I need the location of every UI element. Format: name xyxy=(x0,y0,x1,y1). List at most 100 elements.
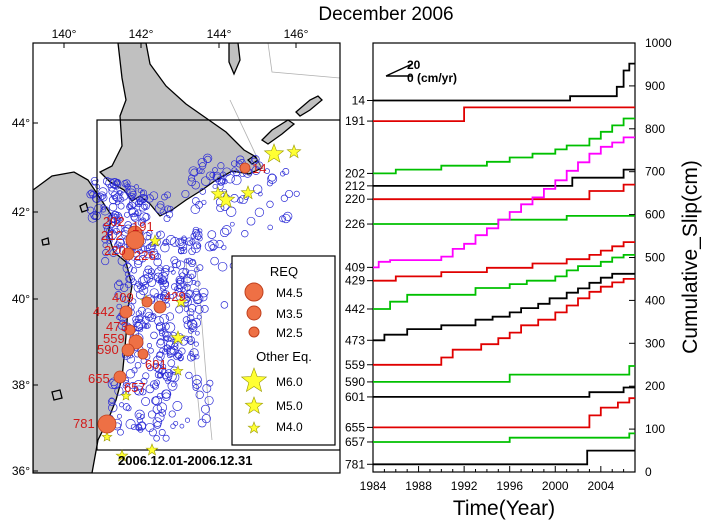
seismicity-circle xyxy=(183,306,190,312)
seismicity-circle xyxy=(229,221,235,227)
seismicity-circle xyxy=(115,238,126,249)
seismicity-circle xyxy=(146,230,153,237)
map-lon-label: 146° xyxy=(284,27,309,41)
seismicity-circle xyxy=(159,313,170,324)
seismicity-circle xyxy=(137,284,142,290)
seismicity-circle xyxy=(193,288,200,295)
seismicity-circle xyxy=(106,234,114,242)
y-tick-label: 100 xyxy=(645,422,665,436)
seismicity-circle xyxy=(125,275,133,283)
seismicity-circle xyxy=(195,390,204,399)
seismicity-circle xyxy=(97,191,107,200)
kuril-island xyxy=(260,119,296,145)
map-sequence-label: 14 xyxy=(252,161,266,176)
seismicity-circle xyxy=(179,423,185,429)
seismicity-circle xyxy=(158,429,166,436)
seismicity-circle xyxy=(171,258,181,269)
seismicity-circle xyxy=(141,397,151,406)
seismicity-circle xyxy=(216,203,225,213)
other-eq-star xyxy=(145,443,159,456)
series-label: 14 xyxy=(352,93,366,107)
seismicity-circle xyxy=(100,205,110,216)
seismicity-circle xyxy=(152,417,163,427)
seismicity-circle xyxy=(116,238,125,247)
seismicity-circle xyxy=(180,247,188,254)
y-tick-label: 700 xyxy=(645,165,665,179)
seismicity-circle xyxy=(148,428,157,437)
seismicity-circle xyxy=(98,187,108,197)
seismicity-circle xyxy=(231,175,242,186)
series-label: 559 xyxy=(345,358,365,372)
seismicity-circle xyxy=(161,330,169,338)
legend-star-markers xyxy=(240,367,268,434)
seismicity-circle xyxy=(117,190,123,196)
repeater-marker xyxy=(153,300,167,314)
seismicity-circle xyxy=(102,249,110,257)
seismicity-circle xyxy=(153,421,162,429)
seismicity-circle xyxy=(193,341,199,347)
series-line-202 xyxy=(373,117,635,175)
seismicity-circle xyxy=(138,203,147,212)
seismicity-circle xyxy=(192,384,200,391)
seismicity-circle xyxy=(139,217,147,225)
seismicity-circle xyxy=(152,404,163,415)
seismicity-circle xyxy=(110,210,120,220)
seismicity-circle xyxy=(222,167,232,177)
repeater-marker xyxy=(125,230,145,250)
map-sequence-label: 601 xyxy=(145,357,167,372)
series-line-220 xyxy=(373,183,635,201)
seismicity-circle xyxy=(162,240,168,246)
seismicity-circle xyxy=(140,377,148,385)
seismicity-circle xyxy=(204,395,214,406)
seismicity-circle xyxy=(100,204,106,210)
y-tick-label: 800 xyxy=(645,122,665,136)
seismicity-circle xyxy=(159,291,169,301)
map-lon-label: 142° xyxy=(129,27,154,41)
seismicity-circle xyxy=(130,212,138,221)
seismicity-circle xyxy=(170,423,176,429)
seismicity-circle xyxy=(122,379,130,387)
seismicity-circle xyxy=(250,157,258,166)
seismicity-circle xyxy=(159,276,168,285)
seismicity-circle xyxy=(127,201,136,210)
seismicity-circle xyxy=(183,320,193,330)
y-tick-label: 300 xyxy=(645,336,665,350)
seismicity-circle xyxy=(188,323,198,332)
seismicity-circle xyxy=(151,382,160,390)
seismicity-circle xyxy=(86,206,95,214)
seismicity-circle xyxy=(178,347,186,355)
seismicity-circle xyxy=(86,190,95,199)
seismicity-circle xyxy=(199,188,207,195)
seismicity-circle xyxy=(119,402,125,408)
seismicity-circle xyxy=(154,203,165,214)
seismicity-circle xyxy=(153,379,160,386)
seismicity-circle xyxy=(125,419,136,430)
cumulative-slip-chart: 1984 1988 1992 1996 2000 2004 0 100 200 300 400 500… xyxy=(345,36,702,520)
seismicity-circle xyxy=(212,167,218,173)
seismicity-circle xyxy=(156,339,166,349)
seismicity-circle xyxy=(191,197,200,205)
series-label: 442 xyxy=(345,302,365,316)
seismicity-circle xyxy=(157,393,163,399)
seismicity-circle xyxy=(135,310,143,317)
seismicity-circle xyxy=(174,288,183,297)
other-eq-stars xyxy=(101,143,302,462)
seismicity-circle xyxy=(133,386,139,392)
seismicity-circle xyxy=(170,256,179,265)
seismicity-circle xyxy=(134,259,143,268)
seismicity-circle xyxy=(95,184,101,189)
seismicity-circle xyxy=(139,388,147,396)
seismicity-circle xyxy=(191,280,197,285)
map-sequence-label: 781 xyxy=(73,416,95,431)
seismicity-circle xyxy=(175,352,182,360)
seismicity-circle xyxy=(184,258,190,264)
other-eq-star xyxy=(120,390,132,401)
seismicity-circle xyxy=(137,218,146,227)
repeater-marker xyxy=(137,348,149,360)
sakhalin-landmass xyxy=(228,43,241,76)
seismicity-circle xyxy=(145,384,155,394)
seismicity-circle xyxy=(157,278,165,285)
series-label: 655 xyxy=(345,420,365,434)
